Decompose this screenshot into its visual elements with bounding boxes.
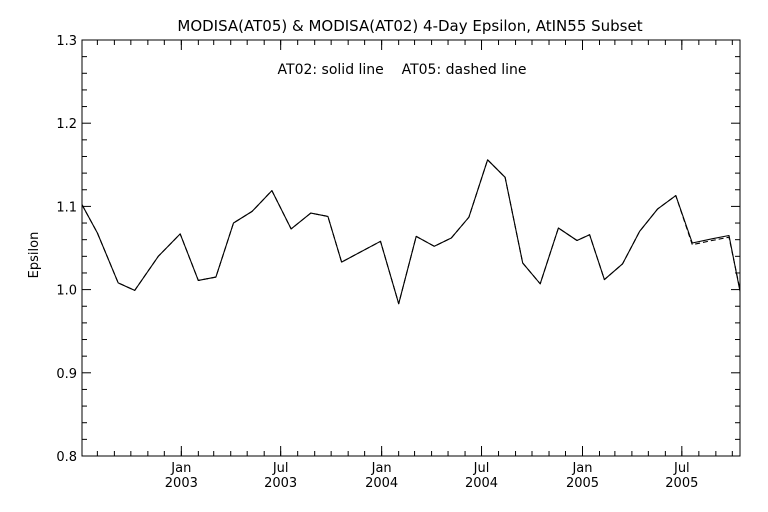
y-tick-label: 1.2 bbox=[56, 117, 77, 132]
x-tick-label-month: Jan bbox=[371, 461, 392, 476]
y-axis: 0.8 0.9 1.0 1.1 1.2 1.3 bbox=[56, 34, 740, 465]
x-tick-label-month: Jan bbox=[170, 461, 191, 476]
series-layer bbox=[81, 159, 741, 305]
x-tick-label-year: 2005 bbox=[665, 476, 698, 491]
x-tick-label-year: 2003 bbox=[264, 476, 297, 491]
x-tick-label-month: Jul bbox=[272, 461, 289, 476]
series-line-at02 bbox=[81, 159, 741, 305]
series-line-at05 bbox=[81, 159, 741, 305]
x-axis: Jan2003Jul2003Jan2004Jul2004Jan2005Jul20… bbox=[96, 40, 733, 491]
x-tick-label-year: 2004 bbox=[365, 476, 398, 491]
chart-title: MODISA(AT05) & MODISA(AT02) 4-Day Epsilo… bbox=[177, 17, 642, 35]
y-tick-label: 0.9 bbox=[56, 367, 77, 382]
y-tick-label: 1.3 bbox=[56, 34, 77, 49]
chart-annotation: AT02: solid line AT05: dashed line bbox=[278, 62, 527, 78]
x-tick-label-year: 2005 bbox=[566, 476, 599, 491]
y-tick-label: 0.8 bbox=[56, 450, 77, 465]
x-tick-label-year: 2004 bbox=[465, 476, 498, 491]
x-tick-label-month: Jul bbox=[673, 461, 690, 476]
y-tick-label: 1.1 bbox=[56, 200, 77, 215]
x-tick-label-month: Jan bbox=[571, 461, 592, 476]
y-axis-label: Epsilon bbox=[27, 232, 42, 279]
x-tick-label-month: Jul bbox=[473, 461, 490, 476]
y-tick-label: 1.0 bbox=[56, 284, 77, 299]
plot-frame bbox=[81, 39, 741, 457]
x-tick-label-year: 2003 bbox=[165, 476, 198, 491]
